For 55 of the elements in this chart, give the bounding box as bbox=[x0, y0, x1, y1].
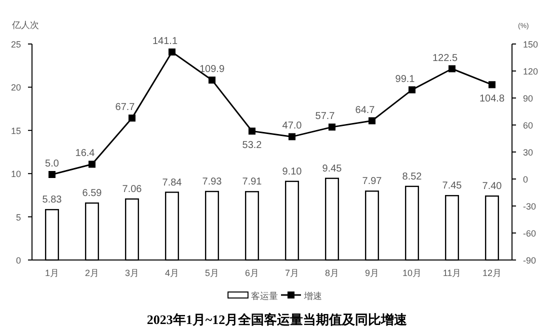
data-label: 99.1 bbox=[395, 74, 415, 85]
data-label: 9.10 bbox=[282, 166, 302, 178]
x-tick: 7月 bbox=[285, 268, 299, 278]
tick: 120 bbox=[523, 66, 538, 76]
data-label: 7.97 bbox=[362, 176, 382, 188]
ylabel: 亿人次 bbox=[12, 20, 39, 30]
data-label: 7.06 bbox=[122, 184, 142, 195]
tick: 0 bbox=[16, 256, 21, 266]
data-label: 47.0 bbox=[282, 120, 302, 132]
tick: 150 bbox=[523, 40, 538, 50]
data-label: 109.9 bbox=[199, 64, 225, 76]
tick: 15 bbox=[10, 126, 21, 136]
title: 2023年1月~12月全国客运量当期值及同比增速 bbox=[146, 312, 408, 327]
tick: -60 bbox=[523, 228, 536, 238]
legend-label: 增速 bbox=[304, 291, 322, 301]
x-tick: 6月 bbox=[245, 268, 259, 278]
x-tick: 5月 bbox=[205, 268, 219, 278]
data-label: 6.59 bbox=[82, 188, 102, 200]
tick: 5 bbox=[16, 212, 21, 222]
data-label: 104.8 bbox=[479, 94, 505, 105]
tick: -90 bbox=[523, 256, 536, 266]
x-tick: 9月 bbox=[365, 268, 379, 278]
data-label: 7.84 bbox=[162, 177, 182, 188]
data-label: 8.52 bbox=[402, 171, 422, 182]
data-label: 7.45 bbox=[442, 180, 462, 192]
tick: 10 bbox=[10, 169, 21, 180]
x-tick: 3月 bbox=[125, 268, 139, 278]
data-label: 7.91 bbox=[242, 176, 262, 188]
data-label: 53.2 bbox=[242, 140, 262, 152]
x-tick: 12月 bbox=[482, 268, 502, 278]
x-tick: 8月 bbox=[325, 268, 339, 278]
tick: 60 bbox=[523, 120, 534, 130]
data-label: 67.7 bbox=[115, 102, 135, 114]
data-label: 5.0 bbox=[45, 158, 59, 170]
tick: 30 bbox=[523, 148, 534, 158]
x-tick: 4月 bbox=[165, 268, 179, 278]
tick: 0 bbox=[523, 174, 528, 184]
x-tick: 2月 bbox=[85, 268, 99, 278]
data-label: 7.93 bbox=[202, 176, 222, 188]
data-label: 9.45 bbox=[322, 163, 342, 174]
tick: 90 bbox=[523, 94, 534, 104]
data-label: 64.7 bbox=[355, 104, 375, 116]
legend-label: 客运量 bbox=[251, 291, 278, 301]
data-label: 122.5 bbox=[432, 52, 458, 64]
tick: 25 bbox=[10, 40, 21, 50]
data-label: 57.7 bbox=[315, 111, 335, 122]
x-tick: 10月 bbox=[402, 268, 422, 278]
data-label: 141.1 bbox=[152, 36, 178, 47]
x-tick: 11月 bbox=[442, 268, 462, 278]
data-label: 7.40 bbox=[482, 181, 502, 192]
data-label: 16.4 bbox=[75, 148, 95, 160]
x-tick: 1月 bbox=[45, 268, 59, 278]
tick: -30 bbox=[523, 202, 536, 212]
tick: 20 bbox=[10, 82, 21, 93]
data-label: 5.83 bbox=[42, 194, 62, 206]
